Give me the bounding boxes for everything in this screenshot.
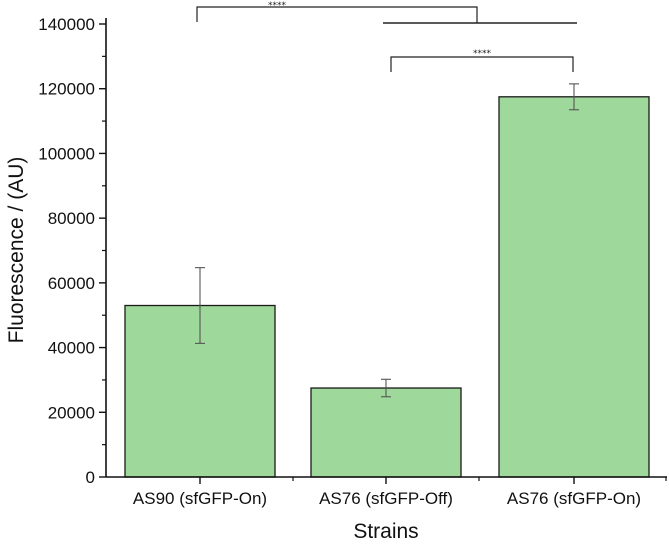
y-tick-label: 80000 <box>48 209 95 228</box>
x-tick-label: AS90 (sfGFP-On) <box>133 489 267 508</box>
y-tick-label: 60000 <box>48 274 95 293</box>
x-tick-label: AS76 (sfGFP-On) <box>507 489 641 508</box>
significance-bracket-2: **** <box>390 49 574 72</box>
y-tick-label: 100000 <box>38 144 95 163</box>
y-tick-label: 0 <box>86 468 95 487</box>
y-axis-ticks: 0 20000 40000 60000 80000 100000 120000 140000 <box>38 15 106 487</box>
significance-label: **** <box>268 1 287 11</box>
y-tick-label: 40000 <box>48 339 95 358</box>
bar <box>310 387 462 478</box>
y-axis-title: Fluorescence / (AU) <box>5 157 28 344</box>
significance-label: **** <box>473 49 492 59</box>
y-tick-label: 20000 <box>48 403 95 422</box>
bar <box>498 96 650 478</box>
y-tick-label: 140000 <box>38 15 95 34</box>
x-tick-label: AS76 (sfGFP-Off) <box>319 489 453 508</box>
bars <box>124 83 650 478</box>
x-axis-ticks: AS90 (sfGFP-On) AS76 (sfGFP-Off) AS76 (sfG… <box>133 477 667 508</box>
significance-bracket-1: **** <box>196 1 577 24</box>
x-axis-title: Strains <box>353 520 418 543</box>
y-tick-label: 120000 <box>38 80 95 99</box>
